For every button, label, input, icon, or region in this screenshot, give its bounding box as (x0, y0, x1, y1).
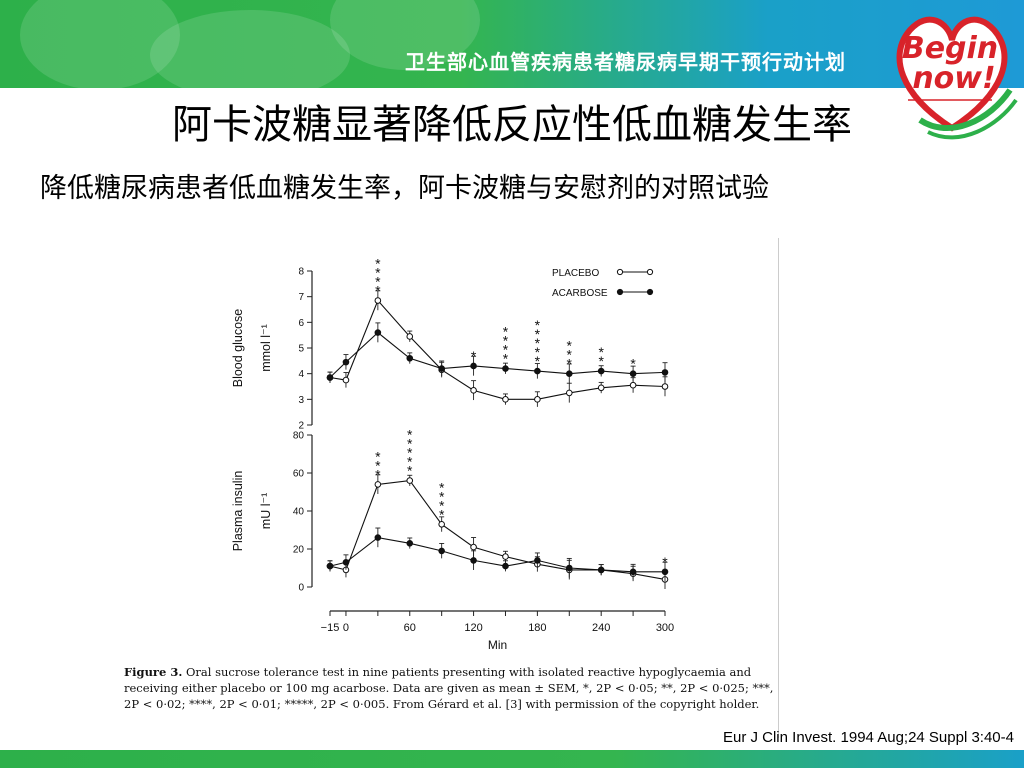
series-line-acarbose (329, 537, 665, 573)
banner-title: 卫生部心血管疾病患者糖尿病早期干预行动计划 (405, 50, 846, 74)
y-tick-label: 80 (293, 431, 305, 442)
decorative-hand-shape (150, 10, 350, 88)
x-axis-label: Min (488, 638, 507, 652)
data-point-placebo (374, 481, 382, 488)
data-point-acarbose (629, 370, 637, 377)
significance-annotation: * * * * (503, 324, 509, 367)
data-point-acarbose (565, 564, 573, 572)
significance-annotation: * * * (375, 448, 381, 482)
y-tick-label: 6 (298, 318, 304, 329)
data-point-acarbose (326, 374, 334, 381)
legend-marker (646, 268, 654, 276)
data-point-placebo (470, 387, 477, 394)
x-tick-label: 60 (404, 622, 416, 634)
y-tick-label: 5 (298, 344, 304, 355)
figure-caption: Figure 3. Oral sucrose tolerance test in… (124, 664, 780, 712)
begin-now-logo: Begin now! (896, 16, 1018, 140)
y-tick-label: 60 (293, 469, 305, 480)
data-point-acarbose (406, 540, 414, 547)
data-point-acarbose (597, 367, 605, 375)
y-tick-label: 40 (293, 507, 305, 518)
slide-subtitle: 降低糖尿病患者低血糖发生率，阿卡波糖与安慰剂的对照试验 (40, 173, 769, 204)
data-point-placebo (661, 383, 669, 390)
data-point-acarbose (326, 562, 334, 570)
data-point-placebo (502, 553, 509, 560)
decorative-hand-shape (20, 0, 180, 88)
data-point-acarbose (470, 362, 477, 370)
data-point-acarbose (534, 367, 541, 375)
legend-marker (616, 268, 624, 276)
data-point-acarbose (502, 562, 509, 570)
divider-line (778, 238, 779, 738)
data-point-placebo (629, 381, 637, 389)
data-point-placebo (374, 297, 382, 304)
significance-annotation: * * * * (375, 256, 381, 299)
data-point-acarbose (438, 365, 445, 372)
x-tick-label: 120 (464, 622, 482, 634)
header-bar: 卫生部心血管疾病患者糖尿病早期干预行动计划 (0, 0, 1024, 88)
footer-bar (0, 750, 1024, 768)
y-axis-unit-label: mmol l⁻¹ (259, 324, 273, 372)
series-line-placebo (329, 299, 666, 400)
data-point-acarbose (565, 370, 573, 377)
y-axis-unit-label: mU l⁻¹ (259, 493, 273, 529)
data-point-acarbose (342, 559, 350, 566)
significance-annotation: * * * (567, 338, 573, 372)
y-tick-label: 2 (298, 421, 304, 432)
data-point-placebo (534, 396, 541, 403)
caption-text: Oral sucrose tolerance test in nine pati… (124, 665, 774, 711)
data-point-placebo (438, 521, 445, 528)
y-tick-label: 4 (298, 369, 304, 380)
data-point-acarbose (502, 365, 509, 372)
significance-annotation: * * (598, 344, 604, 369)
logo-text-begin: Begin (902, 31, 998, 66)
data-point-placebo (565, 389, 573, 397)
data-point-placebo (406, 477, 414, 484)
data-point-placebo (597, 384, 605, 392)
data-point-placebo (470, 543, 477, 551)
data-point-acarbose (438, 547, 445, 555)
x-tick-label: 240 (592, 622, 610, 634)
data-point-acarbose (406, 354, 414, 362)
data-point-acarbose (342, 358, 350, 366)
y-axis-label: Blood glucose (231, 309, 245, 388)
significance-annotation: * * * * * (535, 317, 541, 369)
legend-label-placebo: PLACEBO (552, 268, 599, 279)
x-tick-label: 0 (343, 622, 349, 634)
y-tick-label: 8 (298, 267, 304, 278)
x-tick-label: 180 (528, 622, 546, 634)
series-line-acarbose (329, 331, 666, 378)
caption-label: Figure 3. (124, 665, 183, 679)
x-tick-label: −15 (321, 622, 340, 634)
data-point-acarbose (661, 369, 669, 376)
slide-title: 阿卡波糖显著降低反应性低血糖发生率 (172, 102, 852, 148)
y-tick-label: 0 (298, 583, 304, 594)
data-point-acarbose (534, 557, 541, 564)
data-point-placebo (406, 333, 414, 340)
data-point-placebo (502, 396, 509, 403)
data-point-acarbose (374, 534, 382, 541)
significance-annotation: * * * * (439, 479, 445, 522)
citation: Eur J Clin Invest. 1994 Aug;24 Suppl 3:4… (722, 729, 1014, 746)
x-tick-label: 300 (656, 622, 674, 634)
logo-text-now: now! (912, 61, 995, 96)
significance-annotation: * * * * * (407, 427, 413, 479)
legend-label-acarbose: ACARBOSE (552, 288, 608, 299)
y-tick-label: 3 (298, 395, 304, 406)
significance-annotation: * (662, 554, 668, 570)
y-tick-label: 20 (293, 545, 305, 556)
data-point-acarbose (597, 566, 605, 574)
legend-marker (616, 288, 624, 296)
data-point-acarbose (374, 329, 382, 336)
data-point-acarbose (629, 568, 637, 576)
y-tick-label: 7 (298, 292, 304, 303)
data-point-placebo (342, 376, 350, 384)
data-point-acarbose (470, 557, 477, 564)
data-point-acarbose (661, 568, 669, 576)
legend-marker (646, 288, 654, 296)
y-axis-label: Plasma insulin (231, 471, 245, 552)
significance-annotation: * (630, 356, 636, 372)
significance-annotation: * (471, 348, 477, 364)
